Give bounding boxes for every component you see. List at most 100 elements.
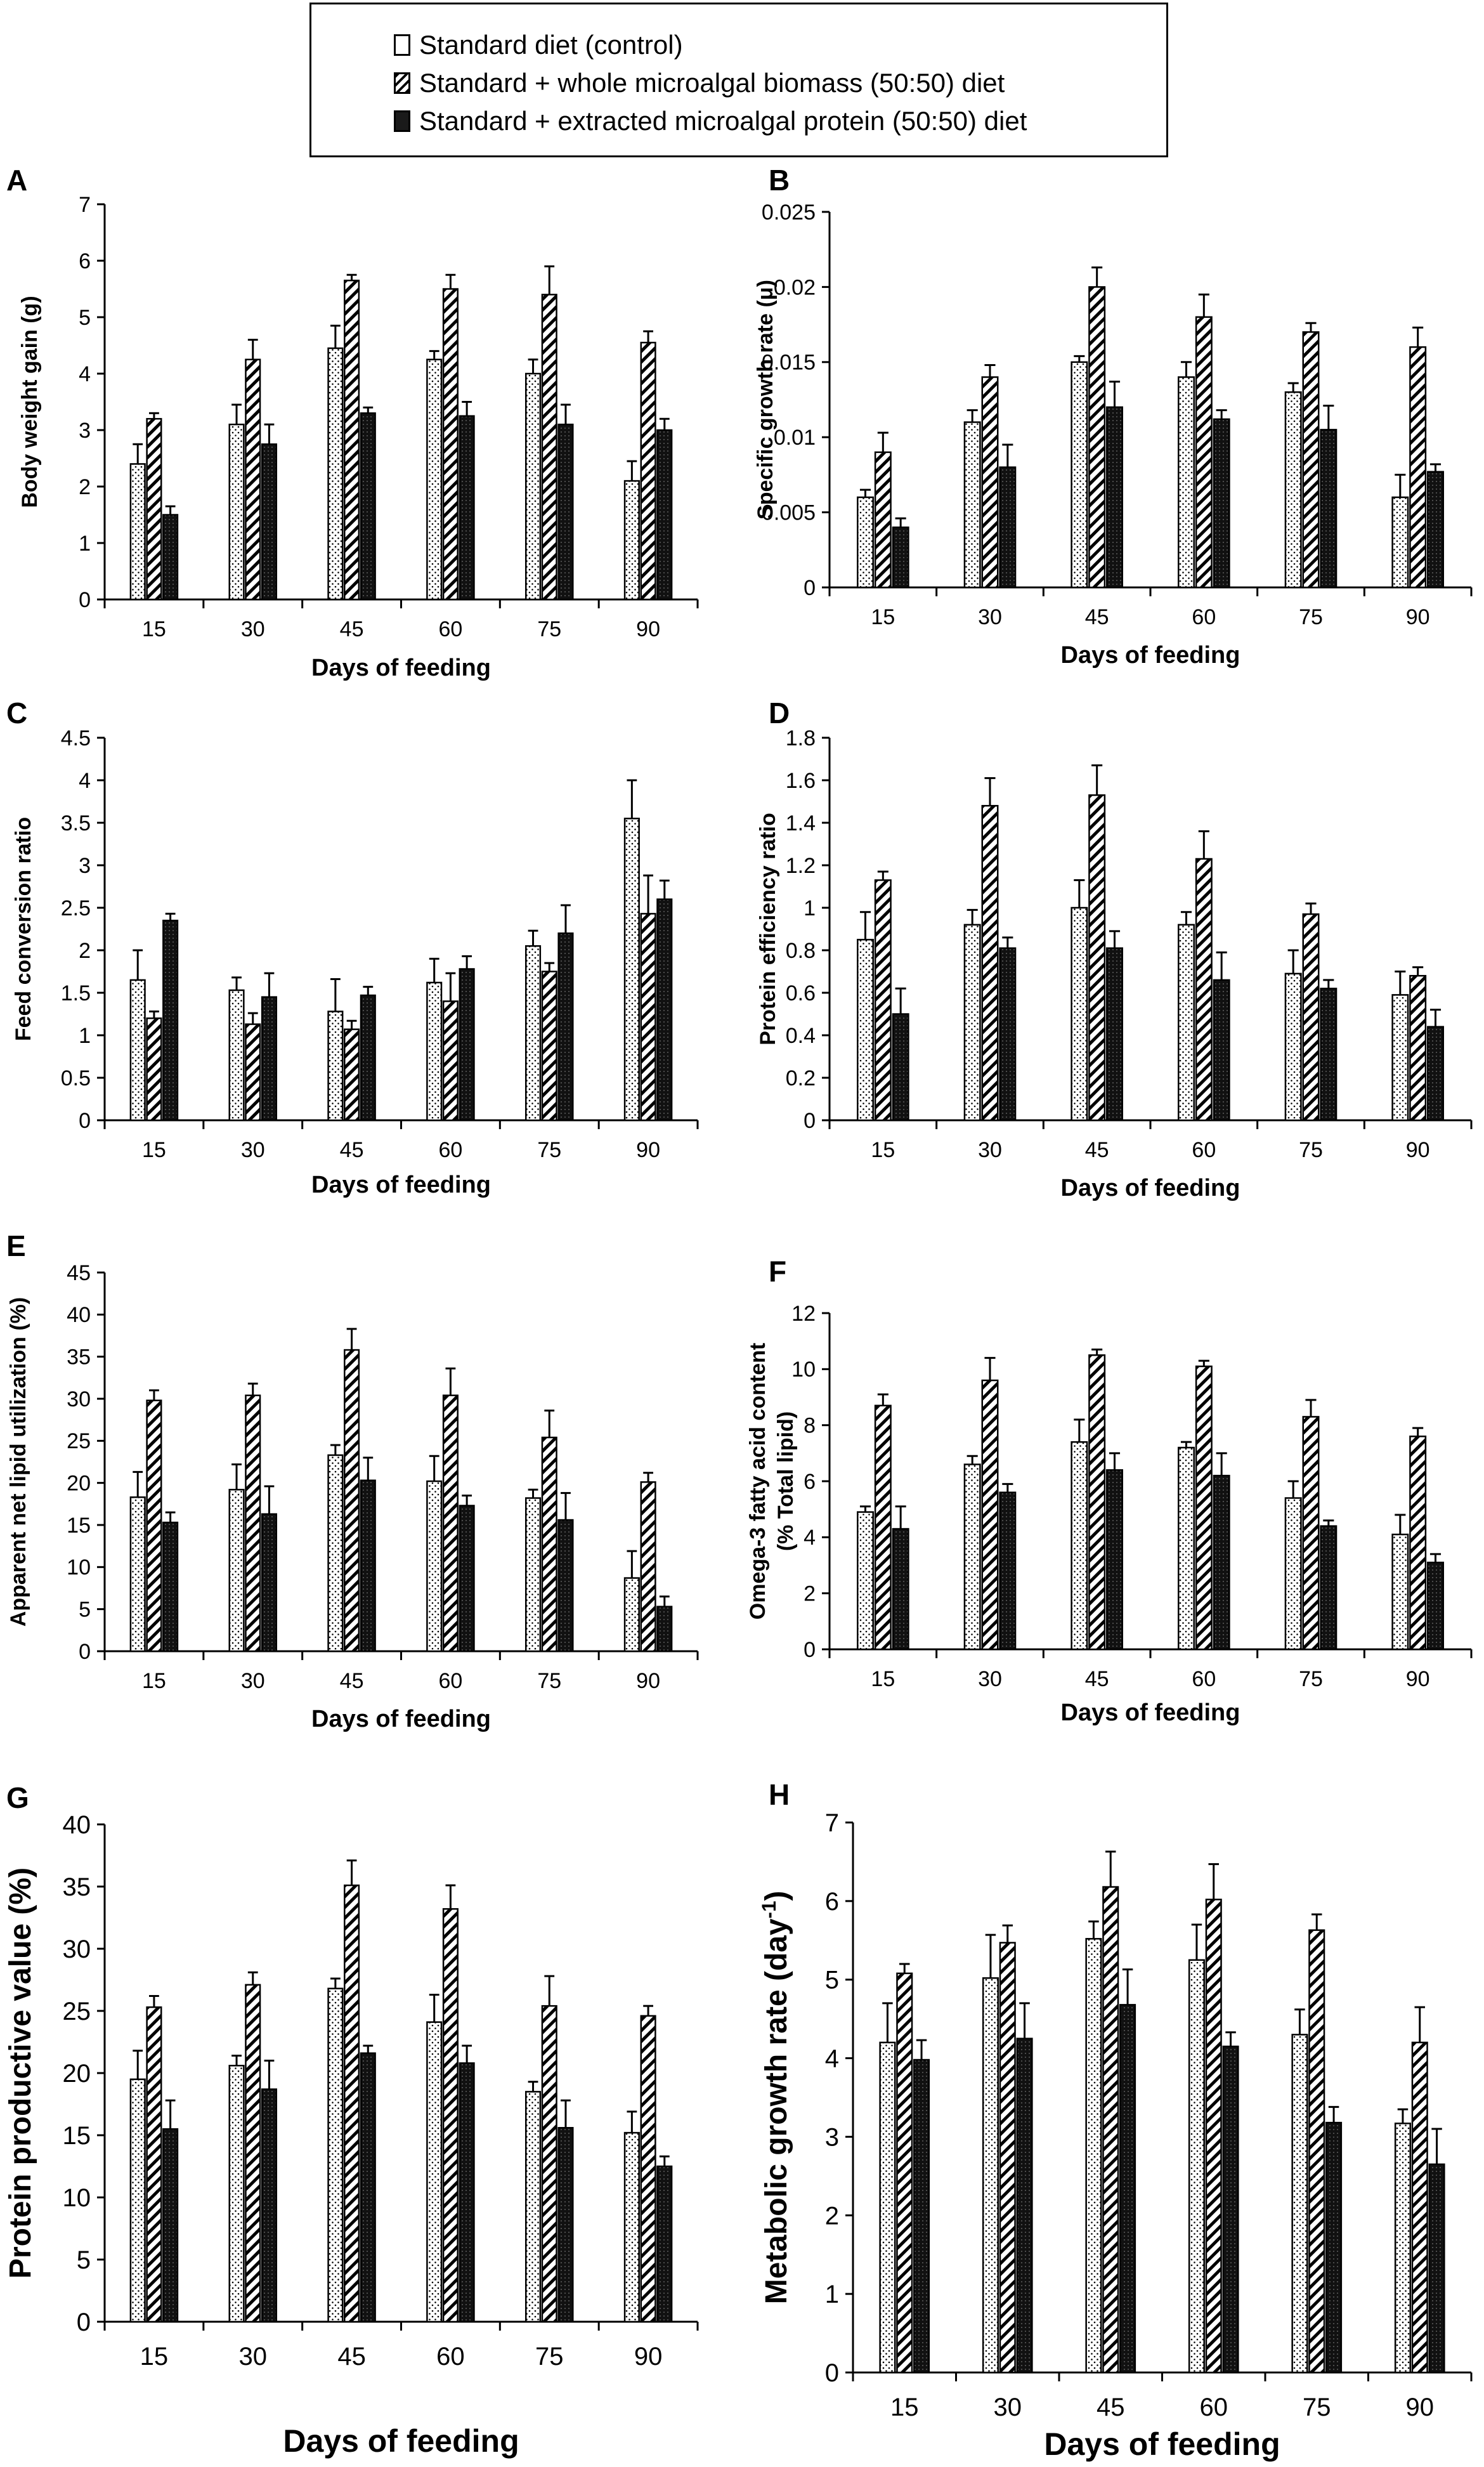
legend-swatch-dots: [394, 34, 410, 56]
x-tick-label: 30: [978, 1667, 1002, 1691]
bar-control-45: [327, 1987, 344, 2323]
bar-extracted-protein-15: [892, 1013, 909, 1122]
bar-whole-biomass-60: [1195, 858, 1213, 1122]
bar-extracted-protein-30: [999, 947, 1017, 1122]
bar-extracted-protein-60: [459, 415, 475, 601]
bar-extracted-protein-75: [1320, 429, 1338, 589]
bar-whole-biomass-45: [1088, 286, 1106, 589]
bar-control-15: [879, 2041, 896, 2374]
y-tick-label: 3: [79, 419, 91, 443]
bar-whole-biomass-30: [981, 376, 999, 589]
y-tick-label: 0.015: [762, 351, 816, 375]
bar-control-90: [1394, 2123, 1411, 2374]
x-axis-title: Days of feeding: [311, 1172, 491, 1198]
bar-whole-biomass-75: [1302, 1416, 1320, 1651]
legend-swatch-dark: [394, 110, 410, 132]
y-tick-label: 7: [79, 193, 91, 217]
bar-extracted-protein-60: [459, 2062, 475, 2323]
x-tick-label: 30: [241, 1138, 265, 1162]
bar-control-75: [524, 1497, 542, 1652]
y-tick-label: 0: [79, 588, 91, 612]
x-tick-label: 75: [537, 1669, 561, 1693]
bar-whole-biomass-75: [541, 294, 557, 601]
bar-extracted-protein-45: [1119, 2004, 1136, 2374]
x-axis-title: Days of feeding: [1061, 1699, 1240, 1726]
x-tick-label: 75: [1303, 2393, 1331, 2421]
y-tick-label: 0: [804, 576, 816, 600]
x-tick-label: 45: [1085, 1138, 1109, 1162]
y-axis-title: Feed conversion ratio: [11, 817, 36, 1041]
bar-whole-biomass-45: [1102, 1886, 1119, 2374]
panel-label: D: [769, 697, 790, 730]
x-tick-label: 75: [1299, 605, 1323, 629]
bar-control-75: [524, 372, 542, 601]
bar-extracted-protein-45: [1106, 406, 1123, 589]
bar-whole-biomass-30: [245, 1394, 261, 1652]
y-tick-label: 6: [804, 1470, 816, 1494]
y-tick-label: 1.6: [786, 769, 816, 793]
bar-whole-biomass-60: [442, 288, 459, 601]
bar-extracted-protein-60: [1213, 1474, 1230, 1651]
y-tick-label: 10: [63, 2184, 91, 2212]
bar-extracted-protein-30: [261, 996, 278, 1122]
bar-control-30: [228, 2064, 245, 2323]
bar-extracted-protein-15: [162, 1521, 179, 1652]
y-tick-label: 1.8: [786, 726, 816, 750]
x-tick-label: 45: [1085, 1667, 1109, 1691]
bar-control-15: [129, 979, 146, 1122]
bar-control-90: [623, 1577, 640, 1652]
y-tick-label: 0: [825, 2359, 839, 2387]
x-tick-label: 45: [340, 1138, 364, 1162]
y-tick-label: 3.5: [61, 811, 91, 835]
bar-whole-biomass-75: [541, 971, 557, 1122]
y-axis-title: Omega-3 fatty acid content: [746, 1343, 770, 1620]
x-tick-label: 90: [1406, 2393, 1435, 2421]
x-tick-label: 90: [1406, 605, 1430, 629]
bar-extracted-protein-30: [1016, 2038, 1033, 2374]
bar-control-45: [327, 1454, 344, 1652]
bar-whole-biomass-90: [1409, 1436, 1427, 1651]
y-tick-label: 1: [79, 1024, 91, 1048]
y-tick-label: 10: [791, 1358, 816, 1382]
x-tick-label: 15: [142, 617, 166, 641]
bar-whole-biomass-15: [896, 1972, 913, 2374]
y-tick-label: 3: [825, 2123, 839, 2151]
y-tick-label: 2: [79, 939, 91, 963]
y-tick-label: 35: [67, 1345, 91, 1370]
bar-whole-biomass-45: [344, 279, 360, 601]
x-tick-label: 60: [1192, 605, 1216, 629]
y-tick-label: 0.2: [786, 1066, 816, 1090]
bar-control-60: [426, 1480, 443, 1652]
bar-control-30: [228, 423, 245, 601]
x-tick-label: 75: [537, 1138, 561, 1162]
x-tick-label: 75: [537, 617, 561, 641]
bar-control-90: [1391, 1533, 1409, 1651]
y-tick-label: 20: [63, 2060, 91, 2088]
bar-control-75: [1284, 391, 1302, 589]
x-tick-label: 60: [439, 617, 463, 641]
bar-extracted-protein-30: [999, 466, 1017, 589]
bar-whole-biomass-15: [874, 879, 892, 1122]
bar-extracted-protein-90: [1427, 1026, 1444, 1122]
panel-B: B 0 0.005 0.01 0.015 0.02 0.025 15 30 45 60 75 90 Day…: [753, 164, 1473, 669]
panel-label: E: [6, 1229, 26, 1262]
bar-extracted-protein-15: [913, 2058, 930, 2374]
bar-extracted-protein-15: [162, 919, 179, 1122]
bar-control-60: [1178, 924, 1195, 1122]
bar-extracted-protein-45: [1106, 1469, 1123, 1651]
bar-extracted-protein-60: [459, 968, 475, 1122]
y-tick-label: 40: [67, 1303, 91, 1327]
y-tick-label: 30: [67, 1387, 91, 1411]
bar-extracted-protein-90: [656, 429, 673, 601]
y-axis-title: Protein efficiency ratio: [756, 813, 780, 1045]
bar-control-60: [1178, 1446, 1195, 1651]
x-tick-label: 60: [439, 1138, 463, 1162]
bar-control-15: [129, 1496, 146, 1652]
x-tick-label: 15: [871, 1138, 895, 1162]
y-tick-label: 1: [825, 2281, 839, 2308]
bar-control-60: [1188, 1959, 1205, 2374]
bar-extracted-protein-75: [557, 1519, 574, 1652]
bar-control-30: [963, 421, 981, 589]
bar-control-90: [1391, 994, 1409, 1122]
